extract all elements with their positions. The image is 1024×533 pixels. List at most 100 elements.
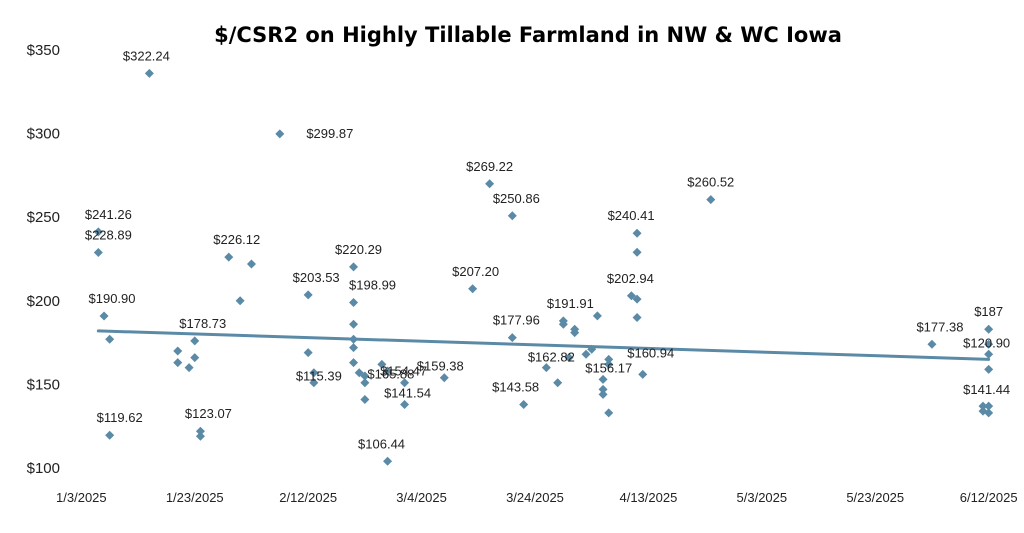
data-point [468, 284, 478, 294]
data-point [400, 378, 410, 388]
data-point [598, 384, 608, 394]
data-point [927, 339, 937, 349]
x-tick-label: 2/12/2025 [279, 490, 337, 505]
data-label: $250.86 [493, 191, 540, 206]
data-label: $143.58 [492, 379, 539, 394]
data-point [303, 348, 313, 358]
data-label: $241.26 [85, 207, 132, 222]
data-point [632, 247, 642, 257]
data-point [507, 211, 517, 221]
data-point [354, 368, 364, 378]
data-label: $141.54 [384, 385, 431, 400]
data-point [553, 378, 563, 388]
data-point [224, 252, 234, 262]
data-point [105, 430, 115, 440]
data-point [93, 247, 103, 257]
x-tick-label: 3/4/2025 [396, 490, 447, 505]
data-point [184, 363, 194, 373]
data-label: $198.99 [349, 277, 396, 292]
data-point [400, 399, 410, 409]
data-point [349, 334, 359, 344]
data-point [360, 394, 370, 404]
data-point [984, 364, 994, 374]
data-point [604, 408, 614, 418]
y-axis-ticks: $100 $150 $200 $250 $300 $350 [27, 42, 60, 477]
data-point [195, 431, 205, 441]
data-point [360, 371, 370, 381]
data-label: $240.41 [608, 208, 655, 223]
data-label: $220.29 [335, 242, 382, 257]
data-point [485, 179, 495, 189]
data-point [632, 294, 642, 304]
data-point [349, 343, 359, 353]
x-tick-label: 1/3/2025 [56, 490, 107, 505]
data-label: $207.20 [452, 264, 499, 279]
data-point [144, 68, 154, 78]
y-tick-label: $250 [27, 209, 60, 226]
data-point [507, 333, 517, 343]
data-point [309, 368, 319, 378]
data-point [984, 401, 994, 411]
data-point [349, 262, 359, 272]
data-label: $228.89 [85, 227, 132, 242]
data-point [93, 227, 103, 237]
data-point [978, 401, 988, 411]
data-points [93, 68, 994, 466]
chart-title: $/CSR2 on Highly Tillable Farmland in NW… [214, 23, 842, 47]
data-label: $162.82 [528, 350, 575, 365]
data-point [195, 426, 205, 436]
y-tick-label: $350 [27, 42, 60, 59]
data-label: $191.91 [547, 296, 594, 311]
data-label: $190.90 [89, 291, 136, 306]
data-point [598, 374, 608, 384]
data-point [984, 408, 994, 418]
data-point [303, 290, 313, 300]
data-point [598, 389, 608, 399]
data-point [564, 353, 574, 363]
x-tick-label: 5/23/2025 [846, 490, 904, 505]
data-label: $260.52 [687, 175, 734, 190]
data-point [984, 349, 994, 359]
data-label: $154.47 [380, 364, 427, 379]
data-point [235, 296, 245, 306]
x-tick-label: 3/24/2025 [506, 490, 564, 505]
x-tick-label: 4/13/2025 [619, 490, 677, 505]
data-point [638, 369, 648, 379]
data-label: $159.38 [417, 359, 464, 374]
data-label: $119.62 [97, 410, 143, 425]
data-label: $115.39 [296, 369, 342, 384]
data-label: $187 [974, 304, 1003, 319]
data-label: $299.87 [306, 126, 353, 141]
y-tick-label: $100 [27, 460, 60, 477]
data-point [558, 319, 568, 329]
data-point [592, 311, 602, 321]
data-point [632, 313, 642, 323]
data-label: $123.07 [185, 406, 232, 421]
trendline-group [96, 329, 991, 361]
data-point [383, 456, 393, 466]
data-point [570, 328, 580, 338]
data-point [604, 354, 614, 364]
data-point [105, 334, 115, 344]
data-point [519, 399, 529, 409]
data-point [309, 378, 319, 388]
data-point [706, 195, 716, 205]
trendline [96, 329, 991, 361]
data-point [626, 291, 636, 301]
data-point [360, 378, 370, 388]
data-label: $165.88 [367, 367, 414, 382]
data-label: $106.44 [358, 436, 405, 451]
data-point [99, 311, 109, 321]
data-label: $141.44 [963, 382, 1010, 397]
data-point [173, 346, 183, 356]
data-point [246, 259, 256, 269]
data-label: $177.38 [916, 319, 963, 334]
data-point [984, 324, 994, 334]
data-point [190, 336, 200, 346]
x-axis-ticks: 1/3/2025 1/23/2025 2/12/2025 3/4/2025 3/24/2… [56, 490, 1018, 505]
y-tick-label: $300 [27, 126, 60, 143]
data-point [349, 297, 359, 307]
data-point [587, 344, 597, 354]
y-tick-label: $150 [27, 376, 60, 393]
